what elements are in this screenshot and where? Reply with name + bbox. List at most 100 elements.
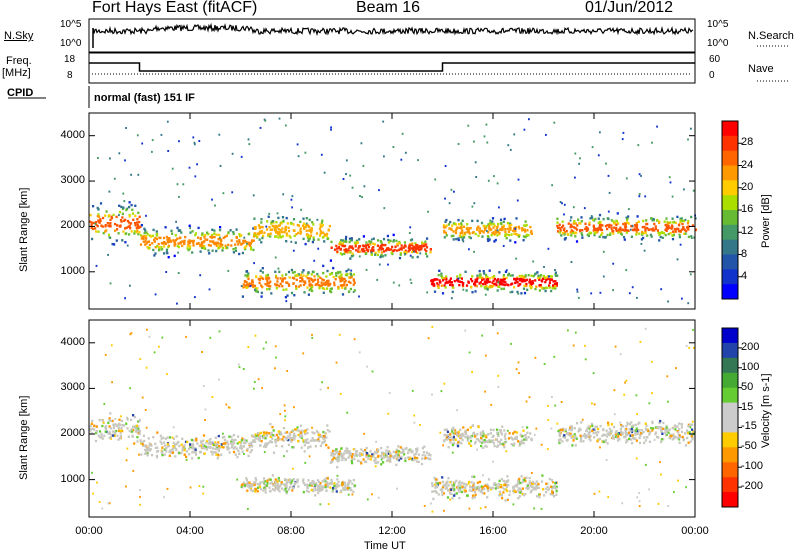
velocity-noise-cell bbox=[166, 487, 169, 490]
power-cell bbox=[531, 282, 535, 285]
power-cell bbox=[277, 233, 280, 236]
velocity-noise-cell bbox=[279, 413, 282, 416]
power-noise-cell bbox=[444, 197, 446, 200]
power-cell bbox=[480, 229, 483, 233]
power-cell bbox=[299, 229, 302, 232]
power-cell bbox=[238, 233, 241, 236]
velocity-cell bbox=[383, 455, 386, 458]
velocity-cell bbox=[447, 483, 450, 487]
power-cell bbox=[275, 276, 278, 279]
nave-label: Nave bbox=[748, 63, 774, 75]
velocity-cell bbox=[528, 476, 531, 480]
velocity-cell bbox=[169, 436, 172, 439]
power-cell bbox=[176, 237, 179, 240]
velocity-cell bbox=[389, 457, 392, 460]
velocity-noise-cell bbox=[651, 392, 653, 395]
power-cell bbox=[460, 227, 463, 230]
x-tick-label: 20:00 bbox=[580, 525, 608, 537]
power-cell bbox=[452, 230, 455, 233]
power-cell bbox=[350, 275, 353, 278]
velocity-cell bbox=[536, 495, 539, 498]
velocity-ytick-label: 2000 bbox=[60, 427, 85, 439]
velocity-cell bbox=[614, 431, 617, 434]
power-cell bbox=[306, 286, 309, 289]
velocity-noise-cell bbox=[451, 451, 454, 454]
power-cell bbox=[292, 218, 296, 221]
velocity-cell bbox=[633, 436, 636, 440]
velocity-cell bbox=[628, 437, 631, 441]
velocity-cell bbox=[469, 426, 472, 429]
power-noise-cell bbox=[607, 210, 610, 213]
power-cell bbox=[267, 233, 270, 236]
velocity-noise-cell bbox=[120, 415, 122, 418]
velocity-cell bbox=[649, 430, 652, 434]
velocity-cell bbox=[181, 437, 184, 440]
power-cell bbox=[471, 275, 474, 278]
power-cell bbox=[206, 231, 209, 234]
velocity-noise-cell bbox=[431, 510, 434, 513]
velocity-noise-cell bbox=[132, 469, 135, 472]
velocity-cell bbox=[380, 463, 383, 466]
power-cell bbox=[343, 240, 346, 243]
velocity-cell bbox=[172, 441, 175, 445]
velocity-cell bbox=[341, 454, 344, 458]
power-noise-cell bbox=[376, 278, 379, 281]
power-cell bbox=[446, 281, 449, 284]
power-cell bbox=[678, 233, 681, 236]
velocity-cell bbox=[519, 487, 522, 490]
velocity-cell bbox=[185, 455, 188, 459]
power-cell bbox=[550, 278, 554, 281]
power-cell bbox=[548, 286, 551, 289]
power-noise-cell bbox=[514, 227, 517, 230]
velocity-cell bbox=[638, 436, 641, 440]
velocity-cell bbox=[346, 450, 349, 453]
power-cell bbox=[279, 282, 282, 285]
power-cell bbox=[209, 240, 212, 243]
power-cell bbox=[158, 236, 161, 239]
velocity-noise-cell bbox=[366, 365, 368, 368]
power-cell bbox=[394, 245, 397, 248]
power-cell bbox=[299, 231, 303, 234]
velocity-cell bbox=[272, 484, 275, 487]
power-cell bbox=[337, 285, 340, 289]
power-cell bbox=[521, 274, 524, 278]
velocity-cell bbox=[250, 441, 253, 444]
power-cell bbox=[672, 233, 675, 237]
power-noise-cell bbox=[628, 208, 630, 211]
power-cell bbox=[258, 238, 261, 241]
velocity-cell bbox=[209, 438, 212, 441]
power-cell bbox=[89, 213, 92, 217]
power-noise-cell bbox=[457, 143, 460, 145]
velocity-cell bbox=[133, 415, 136, 419]
velocity-cell bbox=[336, 457, 339, 461]
velocity-cell bbox=[290, 436, 293, 440]
power-cell bbox=[235, 240, 239, 243]
power-cell bbox=[645, 219, 648, 222]
power-cell bbox=[148, 234, 152, 237]
velocity-cell bbox=[343, 488, 346, 491]
power-cell bbox=[319, 232, 322, 235]
power-cell bbox=[452, 286, 455, 289]
velocity-cell bbox=[446, 435, 449, 438]
velocity-cell bbox=[523, 438, 526, 441]
power-noise-cell bbox=[474, 161, 477, 164]
power-cell bbox=[121, 212, 124, 216]
power-cell bbox=[142, 240, 145, 243]
velocity-noise-cell bbox=[439, 431, 442, 434]
velocity-cell bbox=[487, 478, 491, 481]
power-cell bbox=[581, 236, 584, 239]
power-cell bbox=[504, 234, 507, 237]
power-cell bbox=[188, 247, 192, 250]
velocity-cell bbox=[386, 459, 389, 462]
velocity-cell bbox=[524, 436, 527, 439]
velocity-cell bbox=[530, 484, 533, 488]
velocity-cell bbox=[321, 480, 324, 483]
power-cell bbox=[340, 276, 343, 279]
velocity-noise-cell bbox=[551, 490, 553, 493]
velocity-noise-cell bbox=[96, 481, 98, 484]
velocity-noise-cell bbox=[623, 393, 626, 396]
power-cell bbox=[405, 251, 408, 254]
velocity-cell bbox=[464, 436, 467, 439]
velocity-cell bbox=[520, 441, 523, 445]
velocity-cell bbox=[240, 439, 243, 442]
